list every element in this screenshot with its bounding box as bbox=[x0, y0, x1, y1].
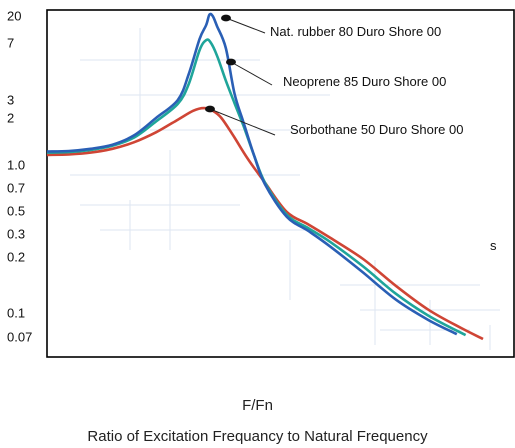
y-tick-label: 7 bbox=[7, 36, 14, 51]
y-tick-label: 0.7 bbox=[7, 181, 25, 196]
annotation-label-sorbothane: Sorbothane 50 Duro Shore 00 bbox=[290, 122, 463, 137]
annotation-dot-nat-rubber bbox=[221, 14, 231, 22]
series-lines bbox=[47, 12, 484, 341]
annotation-label-neoprene: Neoprene 85 Duro Shore 00 bbox=[283, 74, 446, 89]
series-line-sorbothane bbox=[47, 106, 484, 341]
y-tick-label: 0.07 bbox=[7, 330, 32, 345]
y-tick-label: 20 bbox=[7, 9, 21, 24]
y-tick-label: 0.5 bbox=[7, 204, 25, 219]
chart-subtitle: Ratio of Excitation Frequancy to Natural… bbox=[87, 428, 428, 445]
y-tick-label: 0.2 bbox=[7, 250, 25, 265]
annotation-label-nat-rubber: Nat. rubber 80 Duro Shore 00 bbox=[270, 24, 441, 39]
annotation-dot-sorbothane bbox=[205, 105, 215, 113]
stray-mark: s bbox=[490, 238, 497, 253]
series-line-neoprene bbox=[47, 38, 467, 337]
y-axis-tick-labels: 20 7 3 2 1.0 0.7 0.5 0.3 0.2 0.1 0.07 bbox=[7, 9, 32, 345]
annotation-leader-nat-rubber bbox=[225, 17, 266, 34]
annotation-leader-neoprene bbox=[230, 61, 273, 86]
y-tick-label: 0.1 bbox=[7, 306, 25, 321]
y-tick-label: 3 bbox=[7, 93, 14, 108]
annotation-labels: Nat. rubber 80 Duro Shore 00 Neoprene 85 … bbox=[270, 24, 463, 137]
annotation-dot-neoprene bbox=[226, 58, 236, 66]
y-tick-label: 2 bbox=[7, 111, 14, 126]
annotation-leaders bbox=[205, 14, 276, 136]
series-line-nat-rubber bbox=[47, 12, 458, 336]
annotation-leader-sorbothane bbox=[209, 108, 276, 136]
plot-frame bbox=[46, 9, 515, 358]
x-axis-label: F/Fn bbox=[242, 397, 273, 414]
y-tick-label: 0.3 bbox=[7, 227, 25, 242]
y-tick-label: 1.0 bbox=[7, 158, 25, 173]
